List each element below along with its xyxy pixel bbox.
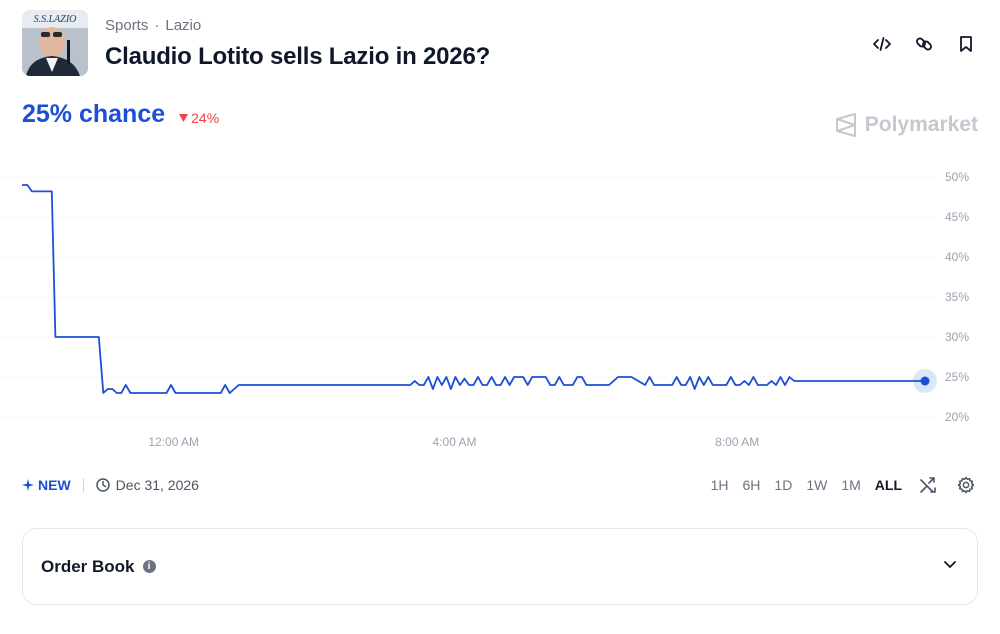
new-label: NEW — [38, 477, 71, 493]
x-tick-label: 12:00 AM — [148, 435, 199, 449]
order-book-title: Order Book — [41, 556, 135, 576]
chance-value: 25% chance — [22, 100, 166, 128]
clock-icon — [95, 478, 110, 492]
end-date: Dec 31, 2026 — [95, 477, 199, 493]
info-icon[interactable]: i — [142, 560, 156, 573]
x-tick-label: 8:00 AM — [715, 435, 759, 449]
sparkle-icon — [22, 479, 34, 491]
range-1d[interactable]: 1D — [774, 477, 793, 493]
order-book-panel[interactable]: Order Book i — [22, 528, 978, 605]
embed-icon[interactable] — [870, 32, 894, 56]
header-actions — [870, 32, 978, 56]
x-tick-label: 4:00 AM — [433, 435, 477, 449]
chance-delta: 24% — [179, 110, 219, 126]
polymarket-watermark: Polymarket — [835, 113, 978, 137]
bookmark-icon[interactable] — [954, 32, 978, 56]
range-1w[interactable]: 1W — [806, 477, 828, 493]
range-1h[interactable]: 1H — [710, 477, 729, 493]
range-all[interactable]: ALL — [874, 477, 902, 493]
y-tick-label: 45% — [945, 210, 969, 224]
range-6h[interactable]: 6H — [742, 477, 761, 493]
toolbar-divider — [82, 478, 84, 492]
new-tag: NEW — [22, 477, 71, 493]
price-chart[interactable]: 50% 45% 40% 35% 30% 25% 20% 12:00 AM 4:00 AM 8:00… — [0, 160, 1000, 460]
brand-name: Polymarket — [864, 113, 978, 136]
breadcrumb-sports[interactable]: Sports — [105, 17, 149, 34]
price-line — [22, 184, 925, 394]
y-tick-label: 35% — [945, 290, 969, 304]
time-range-selector: 1H 6H 1D 1W 1M ALL — [711, 473, 978, 497]
polymarket-logo-icon — [835, 113, 856, 137]
y-tick-label: 40% — [945, 250, 969, 264]
breadcrumb-separator: · — [154, 17, 160, 34]
breadcrumb-lazio[interactable]: Lazio — [165, 17, 202, 34]
y-tick-label: 30% — [945, 330, 969, 344]
chance-summary: 25% chance 24% — [22, 100, 219, 129]
market-thumbnail: S.S.LAZIO — [22, 10, 88, 76]
chart-toolbar: NEW Dec 31, 2026 1H 6H 1D 1W 1M ALL — [22, 474, 978, 496]
y-tick-label: 20% — [945, 410, 969, 424]
chevron-down-icon[interactable] — [941, 555, 959, 578]
market-title: Claudio Lotito sells Lazio in 2026? — [105, 43, 491, 70]
current-point-marker — [920, 376, 930, 386]
range-1m[interactable]: 1M — [841, 477, 861, 493]
svg-text:S.S.LAZIO: S.S.LAZIO — [34, 14, 77, 25]
y-tick-label: 25% — [945, 370, 969, 384]
down-triangle-icon — [179, 114, 189, 122]
breadcrumb: Sports · Lazio — [105, 17, 201, 34]
settings-gear-icon[interactable] — [954, 473, 978, 497]
y-tick-label: 50% — [945, 170, 969, 184]
chance-delta-value: 24% — [191, 110, 220, 126]
link-icon[interactable] — [912, 32, 936, 56]
end-date-value: Dec 31, 2026 — [115, 477, 199, 493]
shuffle-icon[interactable] — [916, 473, 940, 497]
market-header: S.S.LAZIO Sports · Lazio Claudio Lotito se… — [22, 10, 978, 78]
